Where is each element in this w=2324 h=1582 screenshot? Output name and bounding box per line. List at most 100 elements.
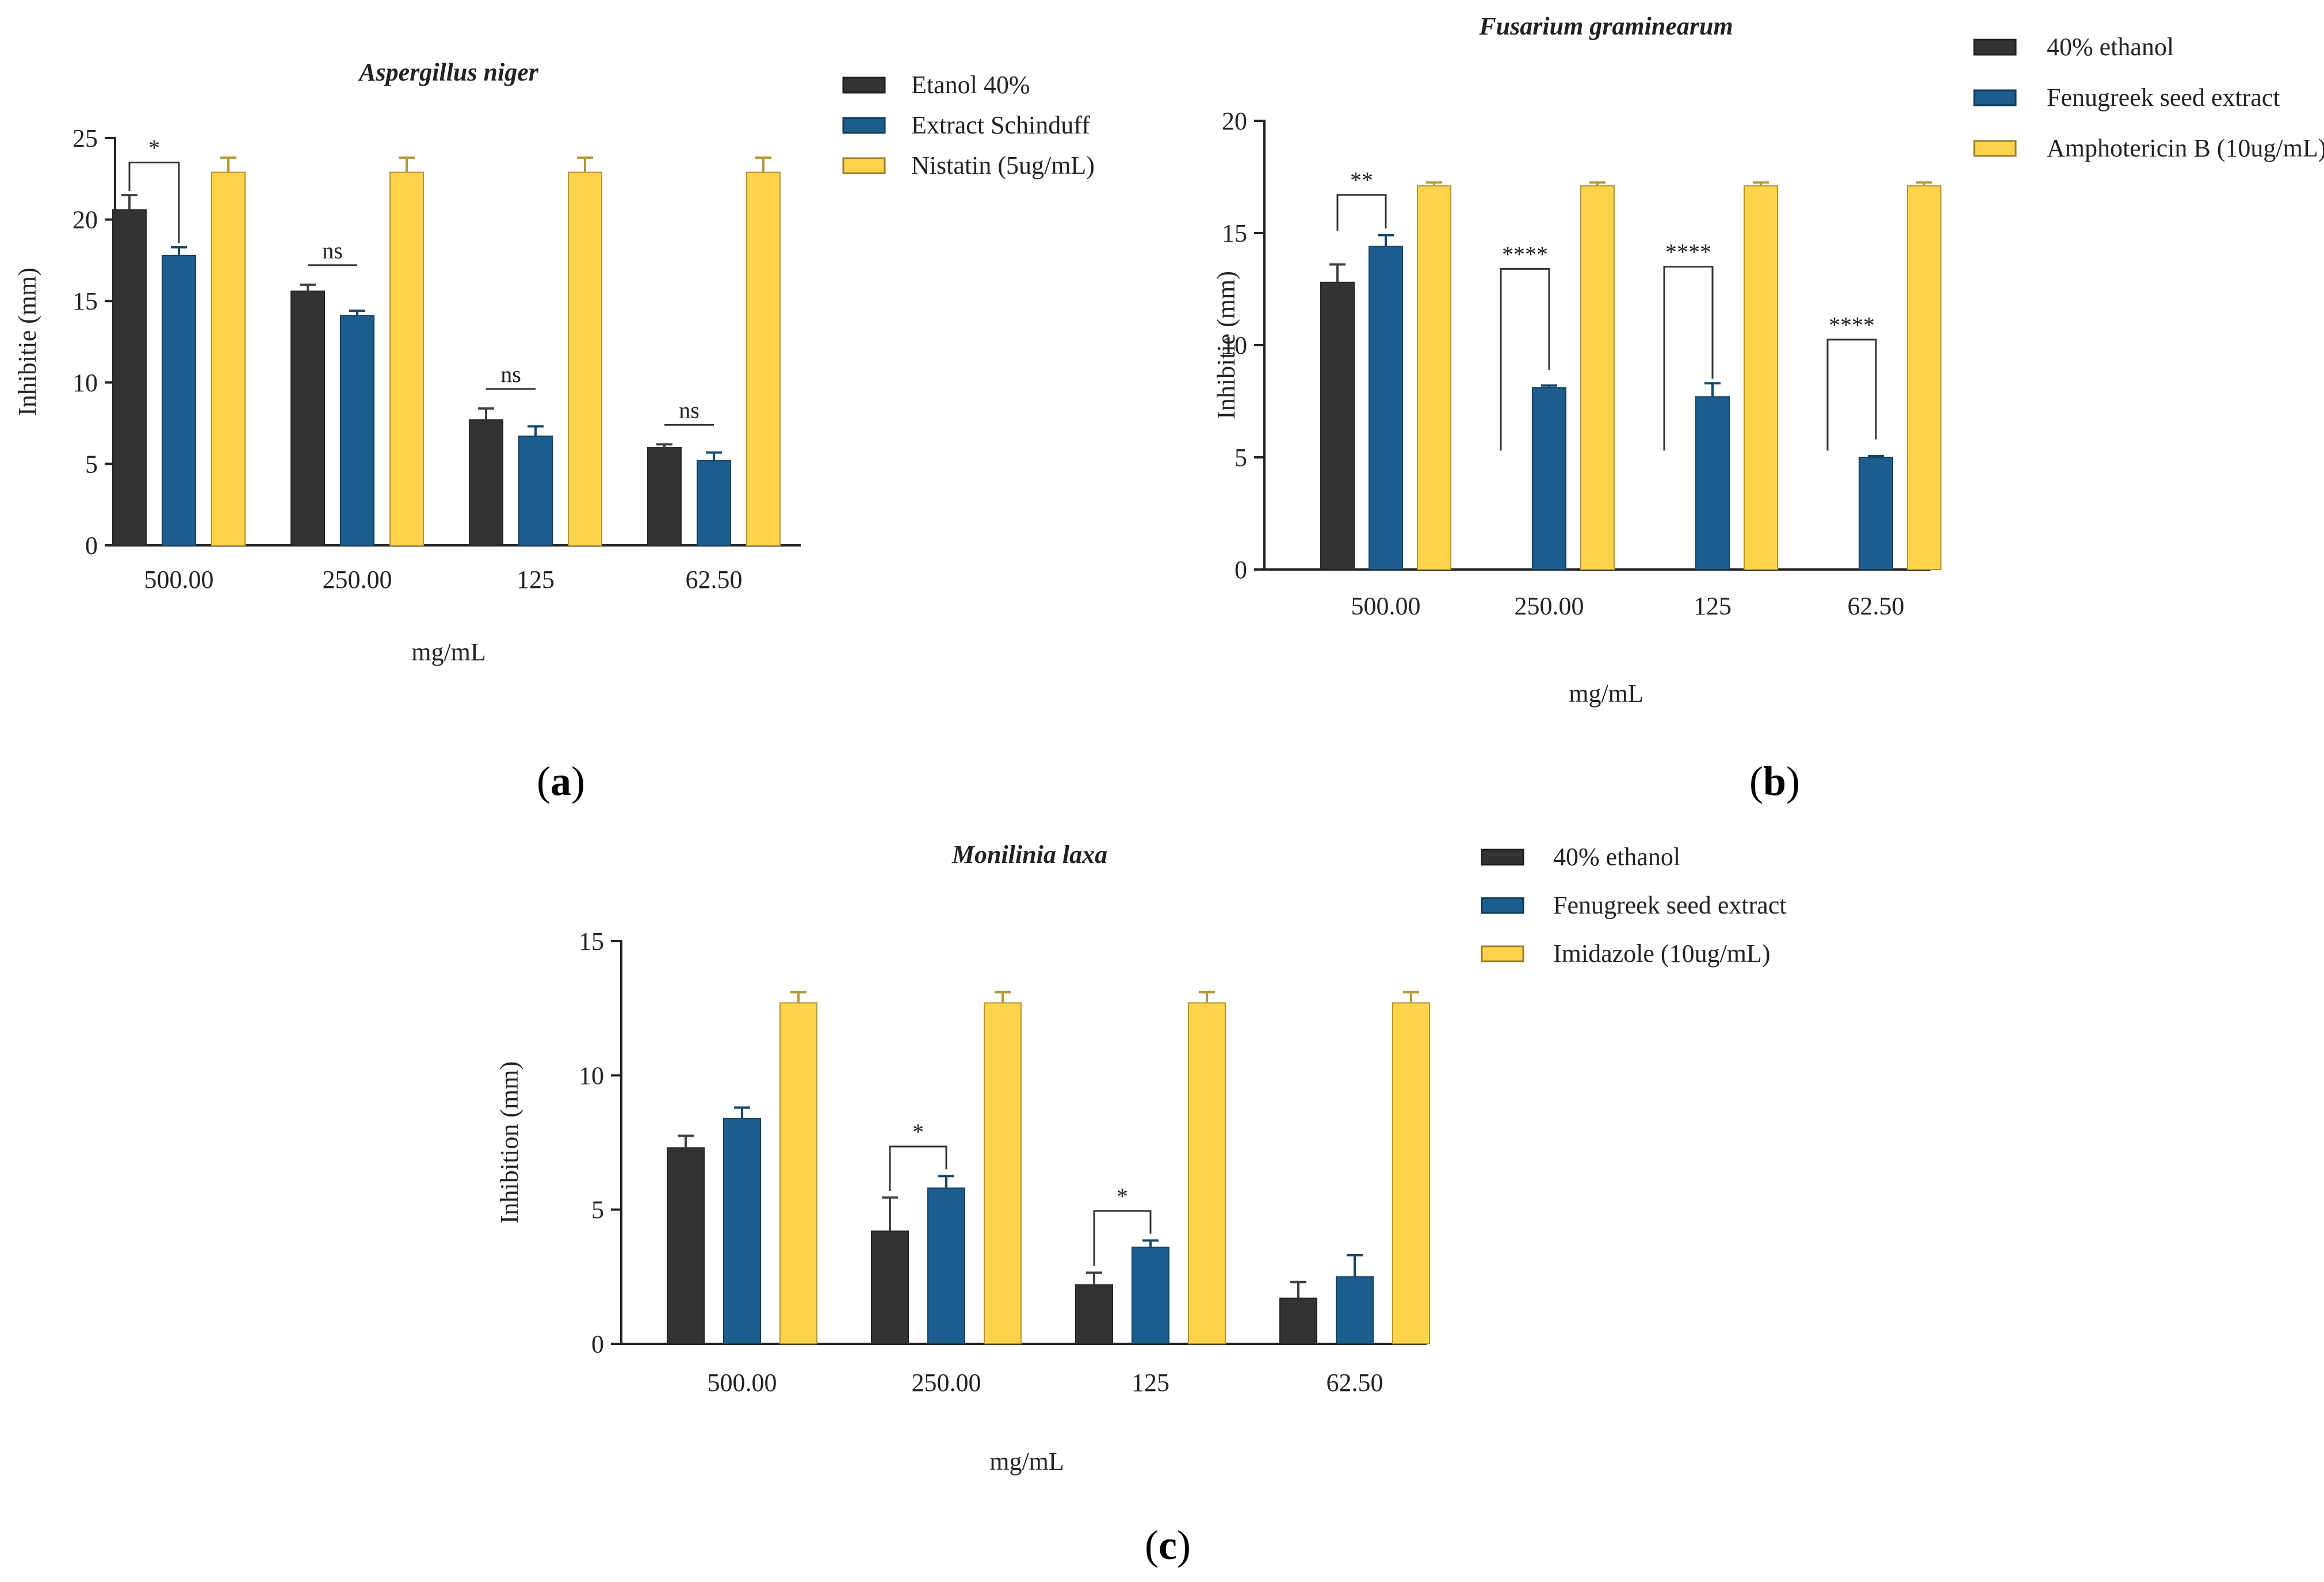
significance-bracket xyxy=(1336,194,1387,231)
x-tick-label: 62.50 xyxy=(1327,1369,1383,1397)
legend-entry: Amphotericin B (10ug/mL) xyxy=(2047,134,2324,162)
bar xyxy=(211,171,246,546)
legend-swatch xyxy=(1973,39,2017,56)
bar xyxy=(290,291,325,546)
legend-swatch xyxy=(842,157,886,174)
y-axis-label: Inhibitie (mm) xyxy=(13,268,41,416)
y-tick-label: 15 xyxy=(1222,219,1247,247)
x-tick-label: 125 xyxy=(517,565,555,594)
significance-label: ns xyxy=(500,361,521,387)
legend-swatch xyxy=(1481,897,1524,914)
significance-label: * xyxy=(1117,1183,1128,1209)
y-tick-label: 20 xyxy=(1222,107,1247,135)
chart-panel-a: Aspergillus niger 0 5 10 15 20 25 Inhibitie (mm… xyxy=(13,58,1095,804)
y-tick-label: 10 xyxy=(72,369,98,397)
x-axis-label: mg/mL xyxy=(411,638,486,666)
bar xyxy=(871,1231,909,1344)
x-tick-label: 250.00 xyxy=(912,1369,981,1397)
x-tick-label: 500.00 xyxy=(708,1369,777,1397)
significance-bracket xyxy=(1500,268,1550,451)
bar xyxy=(746,171,781,546)
bar xyxy=(1859,457,1893,570)
bar xyxy=(779,1002,817,1345)
legend-entry: Nistatin (5ug/mL) xyxy=(911,151,1095,179)
x-tick-label: 125 xyxy=(1132,1369,1169,1397)
y-tick-label: 15 xyxy=(72,287,98,315)
legend-entry: Fenugreek seed extract xyxy=(1553,891,1787,919)
bar xyxy=(518,435,553,546)
bar xyxy=(1907,185,1941,571)
bar xyxy=(389,171,424,546)
panel-label: (b) xyxy=(1749,758,1800,804)
bar xyxy=(1744,185,1778,571)
bar xyxy=(1075,1284,1113,1344)
significance-label: ns xyxy=(679,397,700,423)
chart-title: Fusarium graminearum xyxy=(1478,12,1733,40)
y-tick-label: 0 xyxy=(591,1330,604,1358)
y-tick-label: 5 xyxy=(85,450,98,478)
significance-bracket xyxy=(1663,266,1714,451)
significance-label: **** xyxy=(1665,239,1711,265)
bar xyxy=(697,460,731,547)
panel-label: (c) xyxy=(1145,1522,1191,1568)
legend-entry: Etanol 40% xyxy=(911,71,1030,99)
x-tick-label: 62.50 xyxy=(1848,592,1905,620)
bar xyxy=(723,1118,761,1344)
y-tick-label: 0 xyxy=(85,532,98,560)
significance-label: * xyxy=(912,1119,924,1145)
significance-label: ns xyxy=(322,238,343,263)
x-tick-label: 62.50 xyxy=(686,565,743,594)
y-tick-label: 0 xyxy=(1234,556,1247,584)
bar xyxy=(1580,185,1615,571)
legend-entry: Fenugreek seed extract xyxy=(2047,83,2280,112)
significance-label: **** xyxy=(1502,241,1548,267)
significance-bracket xyxy=(1826,338,1877,451)
y-tick-label: 5 xyxy=(591,1196,604,1224)
significance-bracket xyxy=(889,1145,947,1191)
y-axis-label: Inhibitie (mm) xyxy=(1212,271,1240,419)
bar xyxy=(568,171,602,546)
bar xyxy=(1132,1247,1169,1344)
chart-title: Monilinia laxa xyxy=(951,840,1107,869)
significance-label: * xyxy=(148,135,160,161)
x-tick-label: 125 xyxy=(1694,592,1731,620)
bar xyxy=(1188,1002,1226,1345)
bar xyxy=(1392,1002,1430,1345)
x-axis-label: mg/mL xyxy=(1569,679,1643,708)
bar xyxy=(162,254,196,546)
significance-bracket xyxy=(1093,1210,1152,1266)
bar xyxy=(984,1002,1022,1345)
legend-entry: 40% ethanol xyxy=(1553,843,1680,871)
legend-entry: Extract Schinduff xyxy=(911,111,1090,139)
x-axis-label: mg/mL xyxy=(989,1447,1064,1476)
y-tick-label: 5 xyxy=(1234,444,1247,472)
y-tick-label: 25 xyxy=(72,124,98,152)
panel-label: (a) xyxy=(537,758,585,804)
legend-swatch xyxy=(842,117,886,134)
chart-panel-c: Monilinia laxa 0 5 10 15 Inhibition (mm) mg/mL… xyxy=(495,840,1787,1568)
legend-swatch xyxy=(1481,945,1524,962)
significance-label: **** xyxy=(1829,312,1875,338)
y-tick-label: 10 xyxy=(1222,331,1247,360)
x-tick-label: 250.00 xyxy=(1515,592,1584,620)
significance-bracket xyxy=(128,161,180,243)
legend-swatch xyxy=(1973,140,2017,157)
legend-entry: Imidazole (10ug/mL) xyxy=(1553,939,1771,968)
bar xyxy=(1336,1276,1374,1344)
x-tick-label: 500.00 xyxy=(144,565,214,594)
chart-panel-b: Fusarium graminearum 0 5 10 15 20 Inhibitie (m… xyxy=(1212,12,2324,804)
bar xyxy=(469,419,503,546)
bar xyxy=(667,1147,705,1345)
bar xyxy=(1532,387,1566,570)
bar xyxy=(1320,281,1355,570)
significance-label: ** xyxy=(1350,167,1373,193)
bar xyxy=(340,315,374,546)
chart-title: Aspergillus niger xyxy=(357,58,539,86)
bar xyxy=(927,1187,965,1344)
y-tick-label: 15 xyxy=(579,927,604,956)
legend-swatch xyxy=(1481,849,1524,866)
bar xyxy=(1417,185,1451,571)
bar xyxy=(1279,1297,1317,1345)
y-tick-label: 10 xyxy=(579,1061,604,1090)
